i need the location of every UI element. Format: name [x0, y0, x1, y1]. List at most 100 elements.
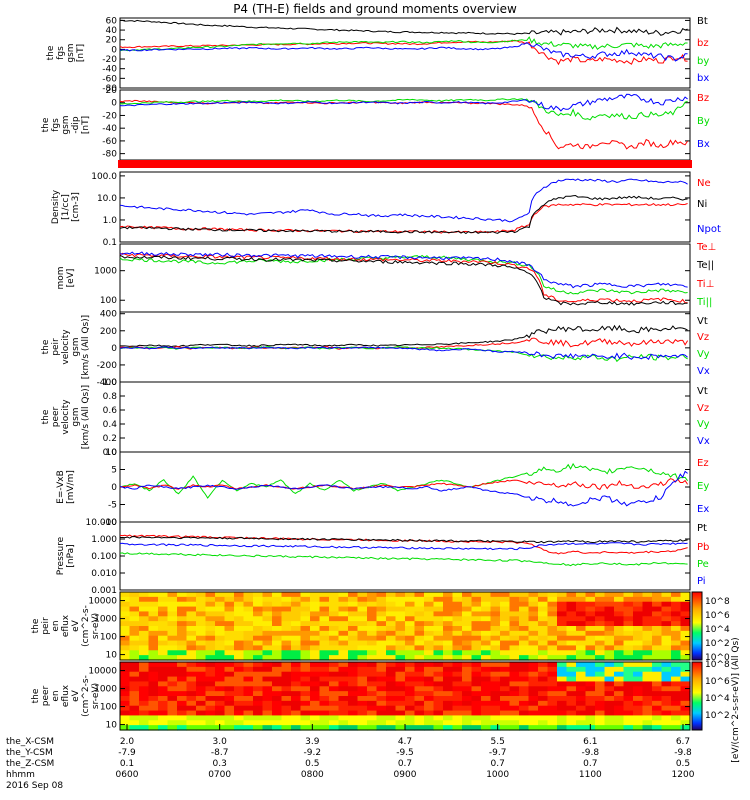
y-tick-label: 0.1	[103, 238, 117, 248]
legend-entry: Bx	[697, 139, 710, 150]
x-tick-label: 0.1	[120, 759, 134, 769]
x-tick-label: 6.7	[676, 737, 690, 747]
y-axis-label: E=-VxB	[56, 470, 66, 504]
series-line-Ey	[119, 462, 688, 499]
series-line-Ez	[119, 478, 689, 491]
legend-entry: Bt	[697, 16, 708, 27]
y-tick-label: -40	[102, 65, 117, 75]
y-axis-label: eV	[71, 689, 81, 702]
legend-entry: Ti⊥	[696, 279, 714, 290]
y-axis-label: the	[41, 117, 51, 132]
y-tick-label: 0	[111, 344, 117, 354]
x-row-label: hhmm	[6, 770, 35, 780]
panel-p10: 10000 1000 100 10 the peer en eflux eV (cm^2-s-sr…	[31, 661, 691, 731]
legend-entry: Ez	[697, 458, 709, 469]
panel-frame	[119, 591, 691, 661]
y-tick-label: 0	[111, 99, 117, 109]
y-axis-label: Pressure	[56, 536, 66, 575]
series-line-by	[119, 36, 688, 52]
colorbar-tick-label: 10^4	[705, 694, 730, 704]
x-tick-label: -9.2	[304, 748, 322, 758]
series-line-Vx	[119, 346, 688, 360]
panel-frame	[119, 89, 691, 161]
y-tick-label: 0.0	[103, 448, 118, 458]
x-tick-label: 1200	[672, 770, 695, 780]
y-axis-label: [km/s (All Qs)]	[81, 385, 91, 449]
series-line-bz	[119, 39, 688, 66]
y-axis-label: the	[31, 618, 41, 633]
y-axis-label: the	[41, 339, 51, 354]
x-tick-label: -9.8	[674, 748, 692, 758]
y-axis-label: the	[46, 45, 56, 60]
y-tick-label: 10.000	[86, 518, 118, 528]
x-tick-label: 3.9	[305, 737, 320, 747]
y-axis-label: [mV/m]	[66, 470, 76, 504]
x-tick-label: 0600	[116, 770, 139, 780]
series-line-Te||	[119, 254, 688, 306]
colorbar-tick-label: 10^8	[705, 660, 730, 670]
y-tick-label: 400	[100, 310, 117, 320]
y-axis-label: gsm	[66, 43, 76, 62]
colorbar-label: [eV/(cm^2-s-sr-eV)] (All Qs)	[731, 637, 741, 762]
colorbar-tick-label: 10^2	[705, 639, 730, 649]
legend-entry: Te||	[696, 260, 714, 271]
series-line-Pt	[120, 535, 688, 544]
legend-entry: Te⊥	[696, 242, 716, 253]
panel-frame	[119, 171, 691, 243]
y-tick-label: 60	[106, 16, 118, 26]
legend-entry: By	[697, 116, 710, 127]
y-tick-label: -60	[102, 137, 117, 147]
legend-entry: Vz	[697, 332, 709, 343]
y-tick-label: 100.0	[91, 172, 117, 182]
y-axis-label: [nT]	[76, 44, 86, 62]
panel-p6: 1.0 0.8 0.6 0.4 0.2 0.0 the peer velocity gsm [km/…	[41, 378, 710, 458]
x-tick-label: 0700	[208, 770, 231, 780]
colorbar-tick-label: 10^6	[705, 611, 730, 621]
y-axis-label: gsm	[71, 337, 81, 356]
y-tick-label: -20	[102, 55, 117, 65]
y-axis-label: (cm^2-s-	[81, 675, 91, 717]
colorbar-tick-label: 10^6	[705, 677, 730, 687]
legend-entry: Bz	[697, 93, 709, 104]
x-tick-label: -9.8	[582, 748, 600, 758]
y-tick-label: 100	[100, 633, 117, 643]
y-axis-label: [nT]	[81, 116, 91, 134]
red-separator-bar	[118, 160, 692, 168]
y-axis-label: [nPa]	[66, 544, 76, 567]
legend-entry: Ni	[697, 199, 707, 210]
x-tick-label: 0800	[301, 770, 324, 780]
legend-entry: Pi	[697, 576, 706, 587]
series-line-Pi	[119, 542, 688, 551]
legend-entry: Npot	[697, 224, 721, 235]
y-axis-label: [km/s (All Qs)]	[81, 315, 91, 379]
x-row-label: the_Y-CSM	[6, 748, 53, 758]
y-tick-label: 10	[106, 721, 118, 731]
legend-entry: Vy	[697, 419, 710, 430]
legend-entry: Pe	[697, 559, 709, 570]
legend-entry: bx	[697, 73, 709, 84]
y-axis-label: [eV]	[66, 269, 76, 288]
y-axis-label: velocity	[61, 329, 71, 365]
legend-entry: Vy	[697, 349, 710, 360]
legend-entry: Vx	[697, 366, 710, 377]
y-tick-label: 40	[106, 26, 118, 36]
y-axis-label: sr-eV)	[91, 683, 101, 709]
y-tick-label: -60	[102, 74, 117, 84]
x-tick-label: 0.7	[583, 759, 597, 769]
legend-entry: Vz	[697, 403, 709, 414]
y-tick-label: 20	[106, 86, 118, 96]
legend-entry: Ey	[697, 481, 709, 492]
y-axis-label: sr-eV)	[91, 613, 101, 639]
series-line-Npot	[119, 178, 688, 223]
legend-entry: Vt	[697, 316, 708, 327]
y-axis-label: eV	[71, 619, 81, 632]
y-tick-label: 0.010	[91, 569, 117, 579]
series-line-Ti⊥	[119, 252, 688, 304]
y-axis-label: -dip	[71, 116, 81, 133]
colorbar	[691, 591, 703, 661]
x-tick-label: 0.5	[305, 759, 319, 769]
x-row-label: the_Z-CSM	[6, 759, 54, 769]
panel-pred	[118, 160, 692, 168]
